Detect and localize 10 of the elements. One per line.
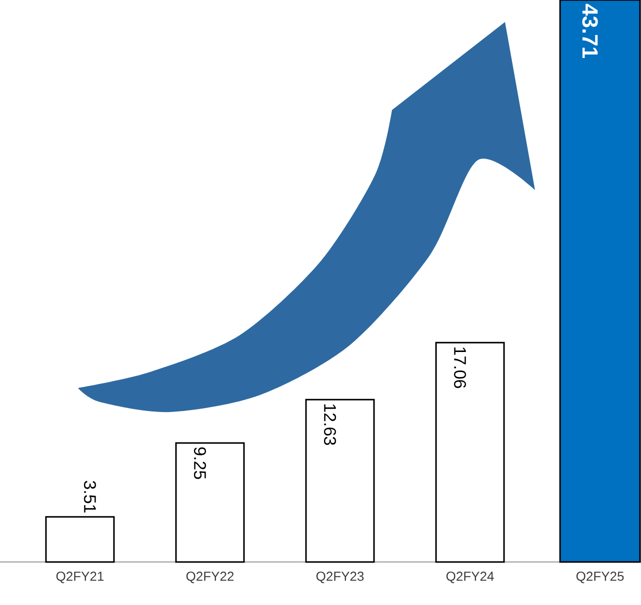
x-tick-label: Q2FY21 (56, 572, 104, 584)
x-tick-label: Q2FY25 (576, 572, 624, 584)
x-tick-label: Q2FY23 (316, 572, 364, 584)
x-tick-label: Q2FY24 (446, 572, 494, 584)
data-label: 3.51 (84, 480, 96, 512)
data-label: 9.25 (194, 447, 206, 479)
data-label: 12.63 (324, 404, 336, 445)
data-label: 43.71 (582, 4, 598, 58)
x-tick-label: Q2FY22 (186, 572, 234, 584)
data-label: 17.06 (454, 347, 466, 388)
